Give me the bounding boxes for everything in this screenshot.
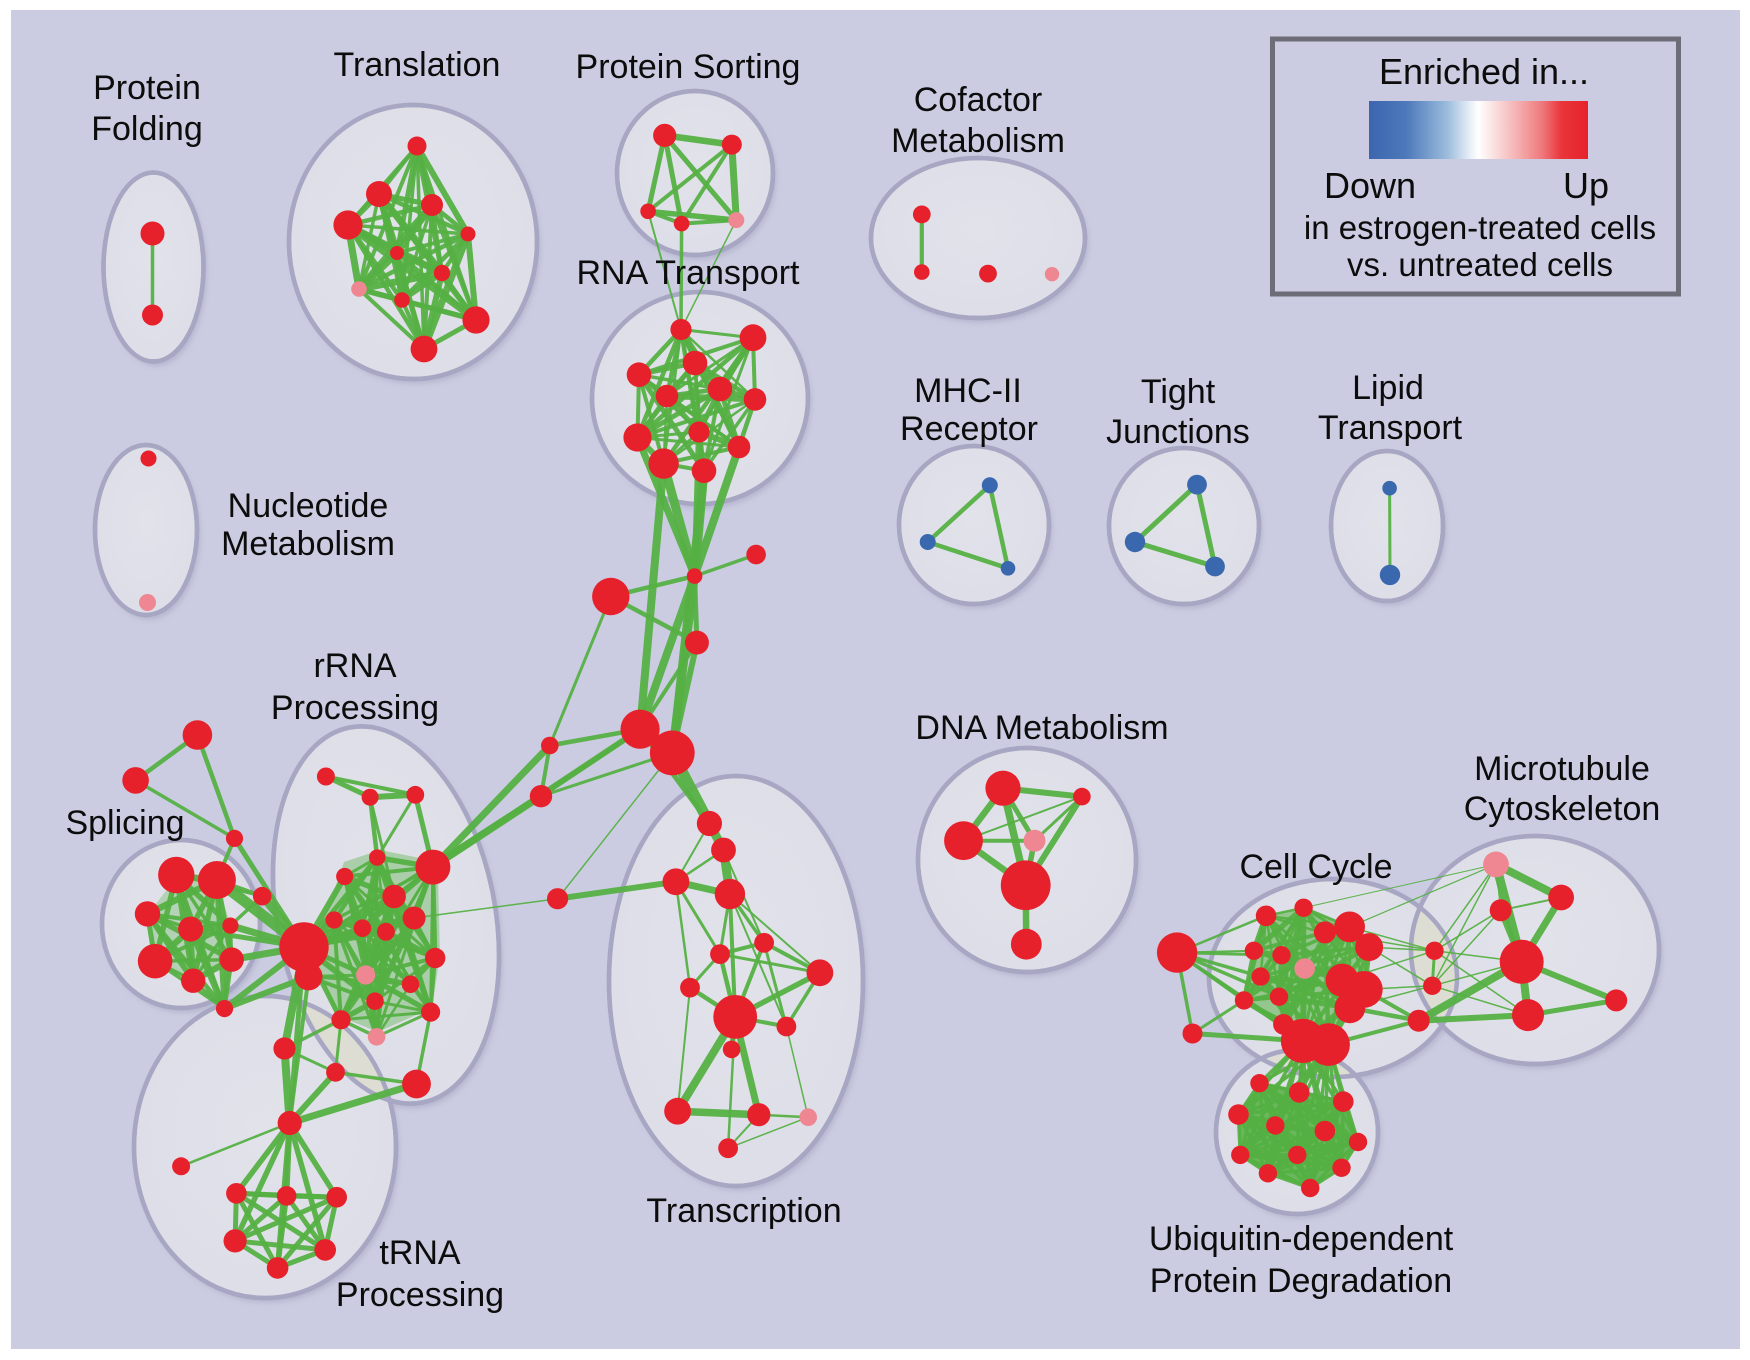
svg-text:Cytoskeleton: Cytoskeleton bbox=[1464, 790, 1661, 828]
svg-text:Transport: Transport bbox=[1318, 409, 1463, 447]
svg-text:Down: Down bbox=[1324, 165, 1416, 206]
svg-text:Up: Up bbox=[1563, 165, 1609, 206]
svg-text:Nucleotide: Nucleotide bbox=[228, 487, 389, 525]
svg-text:Splicing: Splicing bbox=[65, 804, 184, 842]
svg-text:rRNA: rRNA bbox=[313, 647, 396, 685]
svg-text:vs. untreated cells: vs. untreated cells bbox=[1347, 246, 1613, 283]
svg-text:Microtubule: Microtubule bbox=[1474, 750, 1650, 788]
svg-text:Receptor: Receptor bbox=[900, 410, 1038, 448]
svg-text:RNA Transport: RNA Transport bbox=[577, 254, 801, 292]
svg-text:tRNA: tRNA bbox=[379, 1234, 461, 1272]
svg-text:Lipid: Lipid bbox=[1352, 369, 1424, 407]
svg-text:Tight: Tight bbox=[1141, 373, 1216, 411]
svg-text:Processing: Processing bbox=[336, 1276, 504, 1314]
svg-text:Cell Cycle: Cell Cycle bbox=[1239, 848, 1392, 886]
svg-text:MHC-II: MHC-II bbox=[914, 372, 1022, 410]
svg-text:Folding: Folding bbox=[91, 110, 203, 148]
svg-text:Processing: Processing bbox=[271, 689, 439, 727]
svg-text:Protein: Protein bbox=[93, 69, 201, 107]
svg-text:Junctions: Junctions bbox=[1106, 413, 1250, 451]
svg-text:Transcription: Transcription bbox=[646, 1192, 841, 1230]
svg-text:Protein Degradation: Protein Degradation bbox=[1150, 1262, 1452, 1300]
svg-text:in estrogen-treated cells: in estrogen-treated cells bbox=[1304, 209, 1656, 246]
svg-text:Enriched in...: Enriched in... bbox=[1379, 51, 1589, 92]
svg-text:Ubiquitin-dependent: Ubiquitin-dependent bbox=[1149, 1220, 1454, 1258]
svg-text:Translation: Translation bbox=[334, 46, 501, 84]
svg-text:Metabolism: Metabolism bbox=[891, 122, 1065, 160]
svg-text:DNA Metabolism: DNA Metabolism bbox=[915, 709, 1168, 747]
svg-text:Metabolism: Metabolism bbox=[221, 525, 395, 563]
svg-text:Protein Sorting: Protein Sorting bbox=[576, 48, 801, 86]
svg-text:Cofactor: Cofactor bbox=[914, 81, 1043, 119]
